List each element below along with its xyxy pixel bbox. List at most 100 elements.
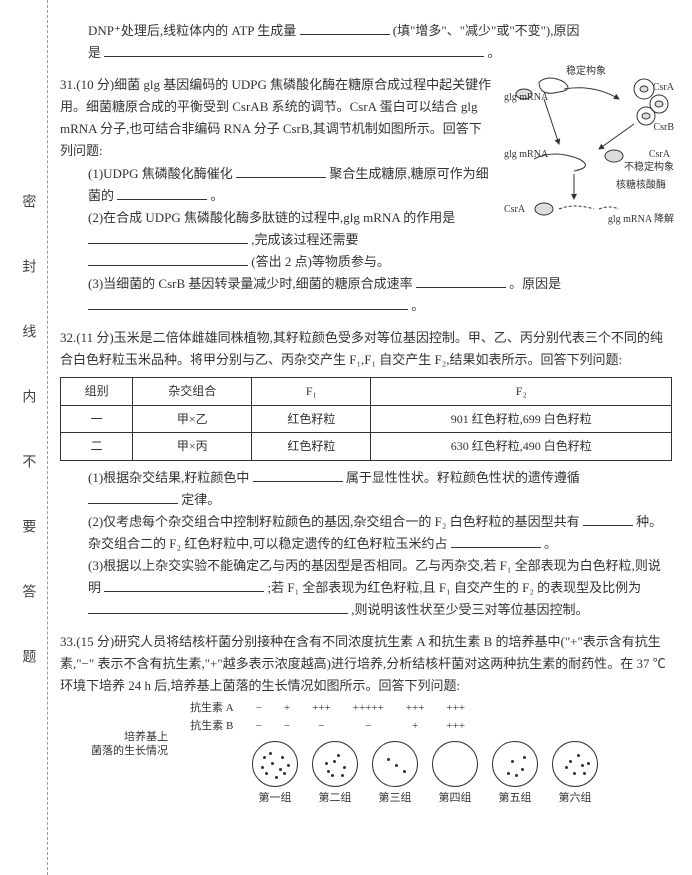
q30-text: DNP⁺处理后,线粒体内的 ATP 生成量 — [88, 23, 296, 38]
colony-dot — [263, 756, 266, 759]
colony-dot — [261, 766, 264, 769]
fig-label: CsrA — [504, 204, 525, 215]
q30-text: (填"增多"、"减少"或"不变"),原因 — [393, 23, 580, 38]
text: ,则说明该性状至少受三对等位基因控制。 — [351, 602, 588, 617]
colony-dot — [343, 766, 346, 769]
th: F₁ — [252, 378, 371, 405]
fig-label: glg mRNA 降解 — [608, 214, 674, 225]
colony-dot — [327, 770, 330, 773]
csr-diagram-svg — [504, 64, 674, 229]
dish-circle — [372, 741, 418, 787]
petri-dish: 第五组 — [492, 741, 538, 808]
th: F₂ — [371, 378, 672, 405]
petri-dish: 第六组 — [552, 741, 598, 808]
blank — [583, 513, 633, 526]
q32-head: 32.(11 分)玉米是二倍体雌雄同株植物,其籽粒颜色受多对等位基因控制。甲、乙… — [60, 327, 672, 371]
colony-dot — [387, 758, 390, 761]
colony-dot — [337, 754, 340, 757]
text: (1)根据杂交结果,籽粒颜色中 — [88, 470, 249, 485]
blank — [416, 275, 506, 288]
text: (答出 2 点)等物质参与。 — [251, 254, 390, 269]
blank — [104, 579, 264, 592]
table-row: 组别 杂交组合 F₁ F₂ — [61, 378, 672, 405]
petri-dish: 第三组 — [372, 741, 418, 808]
q32: 32.(11 分)玉米是二倍体雌雄同株植物,其籽粒颜色受多对等位基因控制。甲、乙… — [60, 327, 672, 621]
q33-head: 33.(15 分)研究人员将结核杆菌分别接种在含有不同浓度抗生素 A 和抗生素 … — [60, 631, 672, 697]
q31-p3: (3)当细菌的 CsrB 基因转录量减少时,细菌的糖原合成速率 。原因是 。 — [60, 273, 672, 317]
blank — [236, 165, 326, 178]
colony-dot — [281, 756, 284, 759]
colony-dot — [583, 772, 586, 775]
colony-dot — [587, 762, 590, 765]
blank — [88, 253, 248, 266]
fig-label: CsrB — [653, 122, 674, 133]
text: (1)UDPG 焦磷酸化酶催化 — [88, 166, 233, 181]
text: 属于显性性状。籽粒颜色性状的遗传遵循 — [346, 470, 580, 485]
petri-dish-row: 第一组 第二组 第三组第四组 第五组 第六组 — [178, 741, 672, 808]
blank — [117, 187, 207, 200]
dish-circle — [252, 741, 298, 787]
text: ,完成该过程还需要 — [251, 232, 358, 247]
group-label: 第四组 — [439, 789, 472, 808]
blank — [88, 297, 408, 310]
q32-table: 组别 杂交组合 F₁ F₂ 一 甲×乙 红色籽粒 901 红色籽粒,699 白色… — [60, 377, 672, 460]
blank — [253, 469, 343, 482]
td: − — [302, 718, 341, 735]
fig-label: glg mRNA — [504, 149, 548, 160]
q32-p1: (1)根据杂交结果,籽粒颜色中 属于显性性状。籽粒颜色性状的遗传遵循 定律。 — [60, 467, 672, 511]
td: − — [246, 700, 272, 717]
petri-dish: 第二组 — [312, 741, 358, 808]
colony-dot — [283, 772, 286, 775]
td: 二 — [61, 433, 133, 460]
colony-dot — [577, 754, 580, 757]
group-label: 第六组 — [559, 789, 592, 808]
blank — [104, 44, 484, 57]
q31-figure: 稳定构象 glg mRNA CsrA CsrB glg mRNA CsrA 不稳… — [504, 64, 674, 232]
group-label: 第五组 — [499, 789, 532, 808]
table-row: 抗生素 B − − − − + +++ — [180, 718, 475, 735]
td: 红色籽粒 — [252, 405, 371, 432]
colony-dot — [265, 772, 268, 775]
td: 630 红色籽粒,490 白色籽粒 — [371, 433, 672, 460]
colony-dot — [515, 774, 518, 777]
group-label: 第一组 — [259, 789, 292, 808]
colony-dot — [569, 760, 572, 763]
colony-dot — [507, 772, 510, 775]
q30-text: 。 — [488, 45, 501, 60]
colony-dot — [269, 752, 272, 755]
td: 一 — [61, 405, 133, 432]
dish-circle — [552, 741, 598, 787]
text: 。 — [211, 188, 224, 203]
colony-dot — [581, 764, 584, 767]
colony-dot — [573, 772, 576, 775]
blank — [88, 601, 348, 614]
fig-label: CsrA — [649, 149, 670, 160]
colony-dot — [565, 766, 568, 769]
group-label: 第二组 — [319, 789, 352, 808]
fig-label: CsrA — [653, 82, 674, 93]
td: − — [274, 718, 300, 735]
q33-figure: 培养基上 菌落的生长情况 抗生素 A − + +++ +++++ +++ +++… — [60, 698, 672, 808]
colony-dot — [403, 770, 406, 773]
colony-dot — [331, 774, 334, 777]
dish-circle — [492, 741, 538, 787]
q32-p2: (2)仅考虑每个杂交组合中控制籽粒颜色的基因,杂交组合一的 F₂ 白色籽粒的基因… — [60, 511, 672, 555]
colony-dot — [341, 774, 344, 777]
blank — [88, 491, 178, 504]
td: + — [274, 700, 300, 717]
colony-dot — [325, 762, 328, 765]
colony-dot — [279, 768, 282, 771]
colony-dot — [511, 760, 514, 763]
dish-circle — [312, 741, 358, 787]
q33: 33.(15 分)研究人员将结核杆菌分别接种在含有不同浓度抗生素 A 和抗生素 … — [60, 631, 672, 807]
td: 901 红色籽粒,699 白色籽粒 — [371, 405, 672, 432]
text: 定律。 — [181, 492, 220, 507]
table-row: 一 甲×乙 红色籽粒 901 红色籽粒,699 白色籽粒 — [61, 405, 672, 432]
q32-p3: (3)根据以上杂交实验不能确定乙与丙的基因型是否相同。乙与丙杂交,若 F₁ 全部… — [60, 555, 672, 621]
td: + — [396, 718, 435, 735]
td: 甲×丙 — [133, 433, 252, 460]
dish-circle — [432, 741, 478, 787]
text: 。 — [411, 298, 424, 313]
text: (2)仅考虑每个杂交组合中控制籽粒颜色的基因,杂交组合一的 F₂ 白色籽粒的基因… — [88, 514, 580, 529]
row-label: 抗生素 B — [180, 718, 244, 735]
